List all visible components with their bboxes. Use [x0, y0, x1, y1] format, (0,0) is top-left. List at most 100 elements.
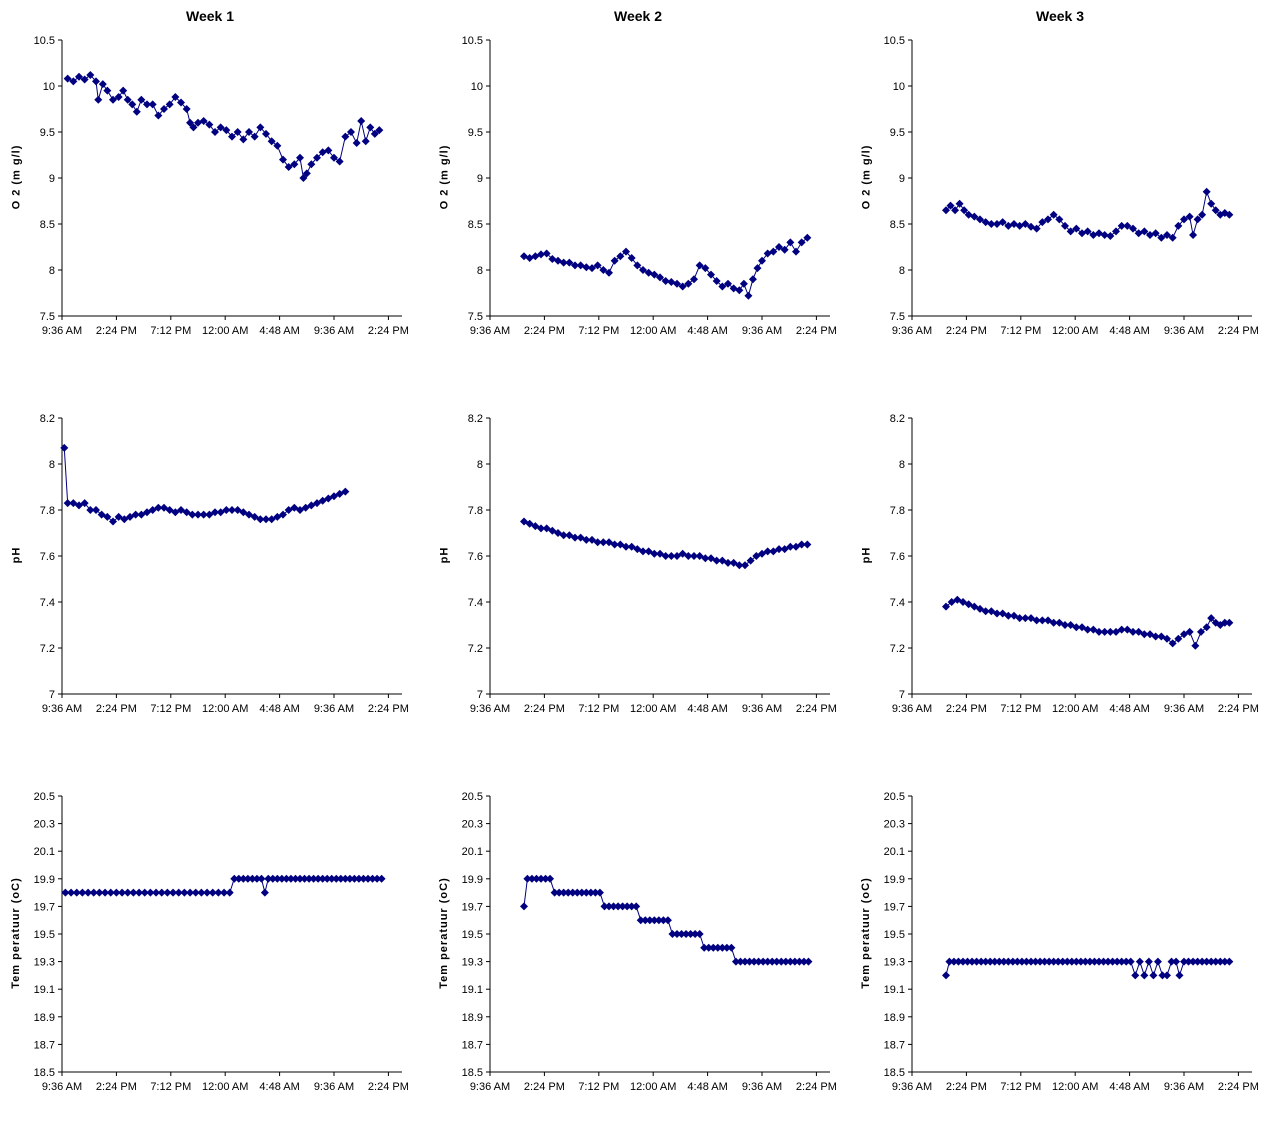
y-tick-label: 18.9	[462, 1012, 483, 1024]
data-point	[119, 86, 128, 95]
data-point	[1106, 627, 1115, 636]
data-point	[267, 137, 276, 146]
x-tick-label: 2:24 PM	[96, 703, 137, 715]
chart-svg: 7 7.2 7.4 7.6 7.8 8 8.2 9:36 AM 2:24 PM 7:12 PM 12…	[468, 413, 837, 715]
y-tick-label: 7	[477, 689, 483, 701]
data-point	[80, 499, 89, 508]
data-point	[1099, 957, 1108, 966]
x-tick-label: 2:24 PM	[524, 703, 565, 715]
data-point	[591, 888, 600, 897]
data-point	[741, 957, 749, 966]
data-point	[1108, 957, 1117, 966]
data-point	[154, 503, 163, 512]
series-line	[523, 237, 808, 298]
data-point	[1126, 957, 1135, 966]
data-point	[684, 552, 693, 560]
data-point	[230, 874, 239, 883]
data-point	[1015, 614, 1024, 623]
data-point	[656, 273, 664, 282]
data-point	[627, 902, 636, 911]
data-point	[1089, 231, 1098, 240]
data-point	[707, 270, 715, 279]
data-point	[1220, 618, 1229, 627]
data-point	[1055, 215, 1064, 224]
data-point	[695, 261, 704, 270]
data-point	[968, 957, 977, 966]
data-point	[668, 930, 677, 938]
data-point	[243, 874, 252, 883]
data-point	[616, 252, 625, 261]
data-point	[599, 538, 608, 547]
x-tick-label: 2:24 PM	[524, 1081, 565, 1093]
data-point	[1198, 957, 1207, 966]
data-point	[541, 874, 550, 883]
data-point	[542, 524, 551, 533]
data-point	[1220, 208, 1229, 217]
chart-svg: 7.5 8 8.5 9 9.5 10 10.5 9:36 AM 2:24 PM 7:12 PM 12…	[462, 35, 837, 337]
x-tick-label: 2:24 PM	[96, 325, 137, 337]
x-tick-label: 7:12 PM	[150, 1081, 191, 1093]
data-point	[555, 888, 564, 897]
data-point	[1140, 227, 1149, 236]
x-tick-label: 9:36 AM	[742, 325, 782, 337]
data-point	[1061, 221, 1069, 230]
y-tick-label: 20.1	[34, 846, 55, 858]
data-point	[632, 902, 641, 911]
data-point	[951, 206, 960, 215]
chart-panel: pH 7 7.2 7.4 7.6 7.8 8 8.2 9:36 AM 2:24 PM 7:12 PM…	[0, 378, 420, 756]
data-point	[525, 254, 534, 263]
y-tick-label: 19.7	[884, 901, 905, 913]
data-point	[171, 508, 180, 517]
data-point	[627, 254, 636, 263]
data-point	[137, 95, 146, 104]
x-tick-label: 9:36 AM	[470, 703, 510, 715]
data-point	[1207, 199, 1216, 208]
x-tick-label: 12:00 AM	[202, 703, 248, 715]
data-point	[307, 501, 316, 510]
chart-panel: Tem peratuur (oC) 18.5 18.7 18.9 19.1 19.3 19.…	[0, 756, 420, 1134]
data-point	[731, 957, 740, 966]
data-point	[593, 261, 602, 270]
x-tick-label: 7:12 PM	[150, 325, 191, 337]
data-point	[345, 874, 354, 883]
data-point	[309, 874, 318, 883]
chart-svg: 7 7.2 7.4 7.6 7.8 8 8.2 9:36 AM 2:24 PM 7:12 PM 12…	[40, 413, 409, 715]
y-tick-label: 19.3	[884, 957, 905, 969]
data-point	[1140, 971, 1149, 980]
chart-title: Week 3	[1036, 8, 1084, 24]
data-point	[1072, 957, 1081, 966]
data-point	[998, 218, 1007, 227]
data-point	[718, 943, 727, 952]
data-point	[1157, 632, 1166, 641]
data-point	[305, 874, 314, 883]
data-point	[1058, 957, 1067, 966]
data-point	[1004, 611, 1013, 620]
data-point	[239, 874, 248, 883]
data-point	[60, 443, 69, 452]
data-point	[981, 607, 990, 616]
y-tick-label: 19.1	[34, 984, 55, 996]
data-point	[542, 249, 551, 258]
data-point	[1129, 627, 1137, 636]
data-point	[986, 957, 995, 966]
data-point	[537, 874, 545, 883]
data-point	[203, 888, 212, 897]
data-point	[945, 957, 954, 966]
x-tick-label: 4:48 AM	[259, 325, 299, 337]
data-point	[695, 930, 704, 938]
data-point	[318, 496, 327, 505]
data-point	[704, 943, 713, 952]
data-point	[752, 552, 761, 560]
data-point	[291, 874, 300, 883]
y-tick-label: 18.7	[34, 1039, 55, 1051]
chart-title: Week 1	[186, 8, 234, 24]
y-tick-label: 18.7	[884, 1039, 905, 1051]
x-tick-label: 9:36 AM	[892, 703, 932, 715]
data-point	[146, 888, 155, 897]
x-tick-label: 4:48 AM	[1109, 325, 1149, 337]
y-tick-label: 7.5	[890, 311, 905, 323]
data-point	[1027, 957, 1035, 966]
data-point	[803, 233, 812, 242]
y-tick-label: 19.5	[462, 929, 483, 941]
chart-svg: 18.5 18.7 18.9 19.1 19.3 19.5 19.7 19.9 20.1 20.3…	[884, 791, 1259, 1093]
